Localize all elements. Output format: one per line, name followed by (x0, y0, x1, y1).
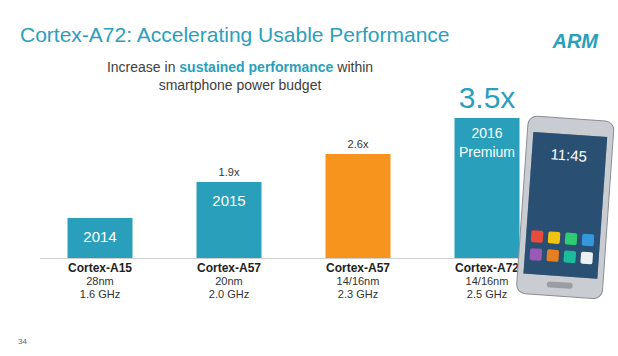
title: Cortex-A72: Accelerating Usable Performa… (20, 23, 450, 46)
phone-icon (563, 250, 576, 263)
bar (197, 182, 262, 258)
bar (326, 154, 391, 258)
clock-label: 2.5 GHz (467, 288, 507, 300)
phone-icon (546, 249, 559, 262)
bar (68, 218, 133, 258)
bar-label: Premium (459, 144, 515, 160)
page-number: 34 (18, 337, 27, 346)
data-label: 3.5x (459, 81, 516, 114)
bar-label: 2016 (471, 125, 502, 141)
category-label: Cortex-A57 (197, 261, 261, 275)
phone-icon (565, 232, 578, 245)
process-label: 14/16nm (337, 275, 380, 287)
y-axis-line (40, 118, 41, 258)
subtitle: smartphone power budget (159, 77, 322, 93)
logo: ARM (551, 30, 599, 52)
phone-icon (580, 252, 593, 265)
process-label: 20nm (215, 275, 243, 287)
process-label: 28nm (86, 275, 114, 287)
phone-screen-glow (523, 132, 607, 279)
category-label: Cortex-A57 (326, 261, 390, 275)
subtitle-part: Increase in (107, 59, 179, 75)
subtitle-emphasis: sustained performance (179, 59, 333, 75)
phone-icon (531, 230, 544, 243)
bar-label: 2015 (212, 192, 245, 209)
process-label: 14/16nm (466, 275, 509, 287)
subtitle-part: within (333, 59, 373, 75)
bar (455, 118, 520, 258)
phone: 11:45 (516, 116, 614, 300)
background (0, 0, 618, 356)
phone-screen (523, 132, 607, 279)
phone-icon (548, 231, 561, 244)
phone-button (547, 281, 573, 289)
data-label: 2.6x (348, 138, 369, 150)
subtitle: Increase in sustained performance within (107, 59, 373, 75)
phone-icon (529, 248, 542, 261)
clock-label: 2.3 GHz (338, 288, 378, 300)
bars (68, 118, 520, 258)
slide: Cortex-A72: Accelerating Usable Performa… (0, 0, 618, 356)
phone-body (516, 116, 614, 300)
bar-label: 2014 (83, 228, 116, 245)
clock-label: 2.0 GHz (209, 288, 249, 300)
phone-icon (582, 234, 595, 247)
x-axis-line (40, 258, 580, 259)
category-label: Cortex-A15 (68, 261, 132, 275)
phone-time: 11:45 (550, 145, 588, 165)
chart: Cortex-A72: Accelerating Usable Performa… (0, 0, 618, 356)
clock-label: 1.6 GHz (80, 288, 120, 300)
data-label: 1.9x (219, 166, 240, 178)
category-label: Cortex-A72 (455, 261, 519, 275)
